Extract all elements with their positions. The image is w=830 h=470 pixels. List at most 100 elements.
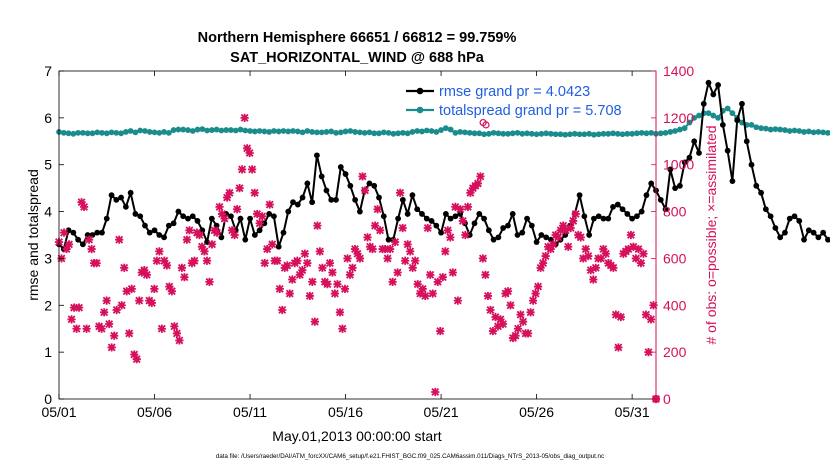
y-tick-label: 0 (44, 391, 52, 407)
chart-title: Northern Hemisphere 66651 / 66812 = 99.7… (198, 30, 517, 46)
obs-assimilated-marker (386, 244, 395, 254)
obs-assimilated-marker (421, 291, 430, 301)
point-rmse (156, 232, 163, 238)
point-totalspread (724, 105, 731, 112)
point-rmse (70, 229, 77, 236)
point-rmse (309, 199, 316, 206)
y2-axis-label: # of obs: o=possible; ×=assimilated (703, 125, 719, 344)
obs-assimilated-marker (205, 277, 214, 286)
point-totalspread (801, 129, 807, 135)
point-totalspread (84, 130, 91, 137)
point-totalspread (552, 131, 559, 138)
obs-assimilated-marker (343, 254, 352, 263)
obs-assimilated-marker (285, 289, 294, 298)
obs-assimilated-marker (546, 244, 555, 254)
x-axis-label: May.01,2013 00:00:00 start (272, 428, 442, 444)
point-totalspread (251, 128, 258, 135)
y-tick-label: 7 (44, 63, 52, 79)
obs-assimilated-marker (195, 230, 204, 240)
point-rmse (237, 215, 244, 222)
obs-assimilated-marker (157, 324, 166, 333)
obs-assimilated-marker (486, 305, 495, 315)
obs-assimilated-marker (609, 263, 618, 272)
obs-assimilated-marker (345, 270, 355, 279)
obs-assimilated-marker (253, 209, 262, 219)
x-tick-label: 05/01 (41, 404, 76, 420)
point-totalspread (333, 129, 339, 136)
obs-assimilated-marker (248, 165, 257, 174)
point-totalspread (667, 129, 674, 135)
point-rmse (399, 196, 406, 203)
point-totalspread (548, 130, 554, 137)
point-rmse (514, 232, 521, 238)
obs-assimilated-marker (526, 308, 535, 317)
obs-assimilated-marker (423, 223, 432, 233)
point-rmse (299, 194, 306, 201)
obs-assimilated-marker (115, 235, 124, 244)
point-rmse (428, 218, 435, 224)
obs-assimilated-marker (238, 165, 247, 174)
obs-assimilated-marker (534, 282, 543, 291)
obs-assimilated-marker (626, 230, 636, 240)
obs-assimilated-marker (413, 280, 422, 289)
obs-assimilated-marker (511, 331, 520, 340)
point-rmse (481, 215, 487, 222)
y-tick-label: 3 (44, 250, 52, 266)
point-rmse (505, 222, 511, 229)
point-totalspread (729, 110, 736, 117)
point-totalspread (600, 130, 607, 137)
point-rmse (591, 215, 597, 222)
point-totalspread (376, 130, 382, 137)
point-rmse (194, 218, 201, 224)
point-rmse (648, 180, 655, 187)
point-totalspread (538, 130, 545, 137)
point-rmse (729, 178, 736, 185)
obs-assimilated-marker (64, 240, 74, 249)
point-totalspread (614, 130, 621, 137)
obs-assimilated-marker (388, 277, 397, 286)
obs-assimilated-marker (481, 270, 490, 279)
point-rmse (576, 192, 583, 199)
obs-assimilated-marker (426, 270, 435, 279)
point-rmse (318, 173, 325, 180)
point-rmse (509, 211, 516, 217)
point-rmse (137, 213, 144, 220)
point-rmse (452, 213, 459, 220)
obs-assimilated-marker (127, 284, 136, 293)
point-totalspread (438, 127, 444, 133)
x-tick-label: 05/26 (519, 404, 554, 420)
point-rmse (657, 196, 664, 203)
point-totalspread (648, 129, 655, 136)
point-rmse (423, 215, 430, 222)
point-totalspread (99, 129, 105, 136)
point-totalspread (108, 129, 115, 136)
point-totalspread (562, 131, 569, 138)
point-rmse (79, 241, 86, 248)
obs-assimilated-marker (624, 244, 633, 254)
obs-assimilated-marker (260, 259, 269, 268)
obs-assimilated-marker (566, 223, 575, 233)
obs-assimilated-marker (220, 214, 229, 223)
obs-assimilated-marker (503, 287, 513, 296)
point-rmse (605, 215, 612, 222)
point-totalspread (118, 130, 124, 137)
point-totalspread (753, 124, 760, 131)
obs-assimilated-marker (165, 282, 174, 291)
obs-assimilated-marker (313, 221, 322, 230)
point-rmse (777, 234, 784, 241)
legend-label-rmse: rmse grand pr = 4.0423 (439, 84, 590, 100)
point-totalspread (175, 126, 182, 133)
obs-assimilated-marker (373, 205, 382, 214)
obs-assimilated-marker (74, 303, 84, 312)
obs-assimilated-marker (162, 261, 171, 270)
point-rmse (294, 201, 301, 208)
point-totalspread (242, 127, 249, 134)
point-totalspread (380, 129, 387, 136)
point-totalspread (414, 128, 421, 134)
point-rmse (471, 220, 478, 227)
point-rmse (805, 227, 812, 234)
obs-assimilated-marker (579, 254, 588, 263)
obs-assimilated-marker (79, 202, 89, 211)
legend-marker-rmse (416, 87, 424, 95)
y2-tick-label: 1400 (663, 63, 694, 79)
